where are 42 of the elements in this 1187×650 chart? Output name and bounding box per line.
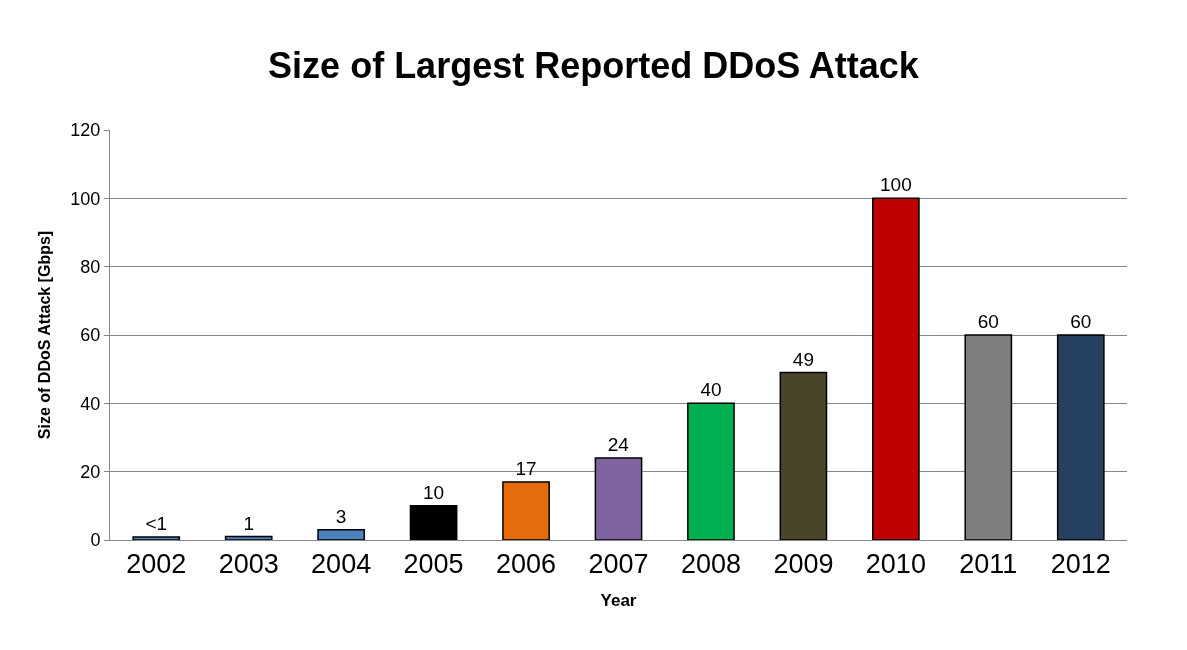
data-label: 3: [335, 505, 347, 527]
data-label: <1: [145, 512, 168, 534]
bar: [1056, 334, 1105, 540]
y-tick-label: 60: [80, 325, 101, 346]
x-tick-label: 2002: [126, 549, 187, 580]
x-axis-title: Year: [600, 590, 637, 610]
y-axis-title: Size of DDoS Attack [Gbps]: [36, 230, 54, 440]
x-tick-label: 2003: [218, 549, 279, 580]
x-tick-label: 2009: [773, 549, 834, 580]
x-tick-label: 2012: [1050, 549, 1111, 580]
bar: [502, 481, 550, 540]
y-tick-label: 120: [70, 120, 101, 141]
bar: [687, 402, 735, 540]
bar: [132, 536, 181, 540]
data-label: 40: [700, 379, 722, 401]
bar: [872, 197, 920, 540]
y-tick-label: 40: [80, 393, 101, 414]
x-tick-label: 2005: [403, 549, 464, 580]
data-label: 100: [880, 174, 912, 196]
data-label: 17: [515, 457, 537, 479]
chart-title: Size of Largest Reported DDoS Attack: [268, 44, 920, 86]
bar: [224, 535, 273, 540]
bar: [594, 457, 643, 540]
x-tick-label: 2006: [496, 549, 557, 580]
data-label: 49: [792, 348, 814, 370]
bar: [317, 529, 365, 540]
data-label: 10: [423, 481, 445, 503]
x-tick-label: 2011: [959, 549, 1018, 580]
x-tick-label: 2010: [865, 549, 926, 580]
y-tick-label: 80: [80, 256, 101, 277]
x-tick-label: 2007: [588, 549, 649, 580]
data-label: 60: [1070, 311, 1092, 332]
data-label: 1: [243, 512, 254, 534]
y-tick-label: 20: [80, 461, 101, 482]
data-label: 24: [607, 434, 630, 455]
y-tick-label: 0: [90, 530, 101, 551]
bar: [409, 505, 458, 540]
x-tick-label: 2004: [311, 549, 372, 580]
data-label: 60: [977, 311, 999, 332]
bar: [779, 371, 828, 540]
y-tick-label: 100: [70, 188, 101, 209]
x-tick-label: 2008: [680, 549, 741, 580]
